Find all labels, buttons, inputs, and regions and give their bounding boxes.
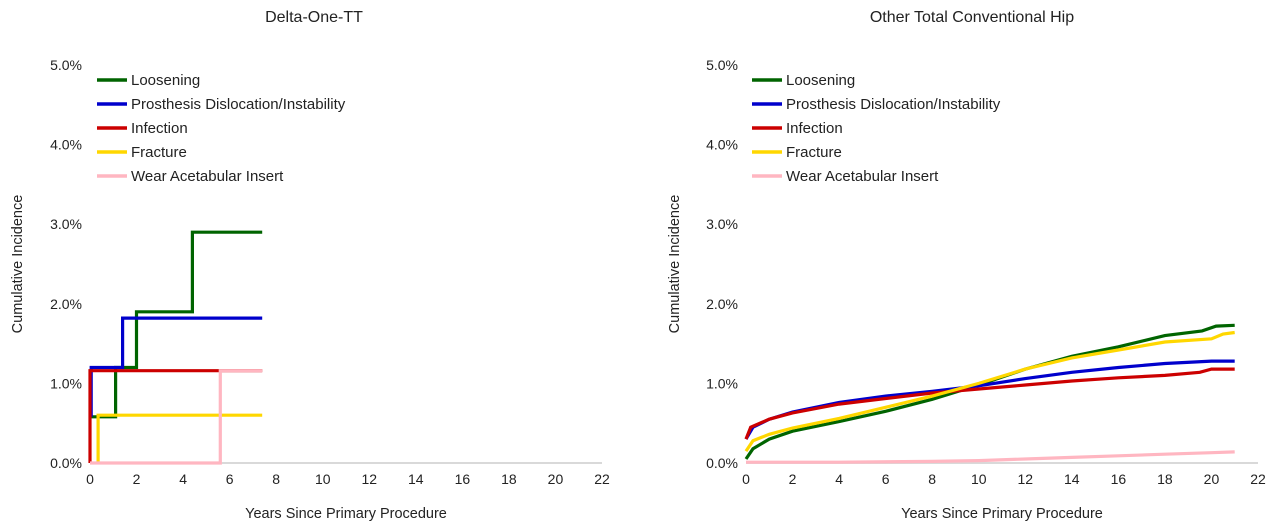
series-line-fracture bbox=[96, 413, 263, 463]
x-tick-label: 10 bbox=[315, 471, 331, 487]
y-axis-label: Cumulative Incidence bbox=[667, 195, 683, 334]
chart-panel-other-total-conventional-hip: Other Total Conventional Hip 0 2 4 6 8 10 12 14 1… bbox=[667, 9, 1266, 522]
x-tick-label: 6 bbox=[226, 471, 234, 487]
y-tick-label: 2.0% bbox=[706, 296, 738, 312]
legend-label-loosening: Loosening bbox=[131, 72, 200, 89]
series-line-loosening bbox=[90, 230, 263, 419]
x-tick-label: 20 bbox=[548, 471, 564, 487]
x-tick-label: 14 bbox=[408, 471, 424, 487]
legend-label-prosthesis-dislocation-instability: Prosthesis Dislocation/Instability bbox=[131, 96, 346, 113]
y-tick-label: 0.0% bbox=[50, 455, 82, 471]
y-tick-label: 4.0% bbox=[706, 137, 738, 153]
x-tick-label: 18 bbox=[1157, 471, 1173, 487]
y-tick-label: 1.0% bbox=[706, 375, 738, 391]
x-tick-label: 4 bbox=[835, 471, 843, 487]
legend-label-infection: Infection bbox=[131, 120, 188, 137]
chart-title: Delta-One-TT bbox=[265, 9, 363, 26]
y-tick-label: 4.0% bbox=[50, 137, 82, 153]
legend-label-wear-acetabular-insert: Wear Acetabular Insert bbox=[786, 168, 939, 185]
legend-label-fracture: Fracture bbox=[131, 144, 187, 161]
x-tick-label: 12 bbox=[1017, 471, 1033, 487]
x-tick-label: 14 bbox=[1064, 471, 1080, 487]
x-tick-label: 22 bbox=[594, 471, 610, 487]
x-tick-label: 2 bbox=[789, 471, 797, 487]
y-tick-label: 5.0% bbox=[706, 57, 738, 73]
y-tick-label: 3.0% bbox=[706, 216, 738, 232]
series-line-wear-acetabular-insert bbox=[746, 450, 1235, 464]
legend-label-infection: Infection bbox=[786, 120, 843, 137]
x-tick-label: 8 bbox=[272, 471, 280, 487]
legend-label-prosthesis-dislocation-instability: Prosthesis Dislocation/Instability bbox=[786, 96, 1001, 113]
x-tick-label: 6 bbox=[882, 471, 890, 487]
legend-label-wear-acetabular-insert: Wear Acetabular Insert bbox=[131, 168, 284, 185]
y-tick-label: 3.0% bbox=[50, 216, 82, 232]
series-line-infection bbox=[744, 367, 1235, 440]
series-line-prosthesis-dislocation-instability bbox=[744, 359, 1235, 440]
series-line-loosening bbox=[744, 323, 1235, 460]
x-tick-label: 16 bbox=[455, 471, 471, 487]
y-tick-label: 5.0% bbox=[50, 57, 82, 73]
chart-title: Other Total Conventional Hip bbox=[870, 9, 1074, 26]
x-tick-label: 0 bbox=[86, 471, 94, 487]
legend-label-loosening: Loosening bbox=[786, 72, 855, 89]
y-tick-label: 2.0% bbox=[50, 296, 82, 312]
x-tick-label: 0 bbox=[742, 471, 750, 487]
chart-panel-delta-one-tt: Delta-One-TT 0 2 4 6 8 10 12 14 16 18 20 22 0.0% 1.0% 2… bbox=[10, 9, 610, 522]
x-axis-label: Years Since Primary Procedure bbox=[245, 506, 447, 522]
x-tick-label: 4 bbox=[179, 471, 187, 487]
series-line-wear-acetabular-insert bbox=[90, 369, 263, 465]
x-tick-label: 12 bbox=[361, 471, 377, 487]
x-tick-label: 16 bbox=[1111, 471, 1127, 487]
legend-label-fracture: Fracture bbox=[786, 144, 842, 161]
x-tick-label: 10 bbox=[971, 471, 987, 487]
x-tick-label: 8 bbox=[928, 471, 936, 487]
series-line-infection bbox=[88, 369, 263, 463]
y-axis-label: Cumulative Incidence bbox=[10, 195, 26, 334]
x-tick-label: 22 bbox=[1250, 471, 1266, 487]
x-tick-label: 18 bbox=[501, 471, 517, 487]
y-tick-label: 1.0% bbox=[50, 375, 82, 391]
y-tick-label: 0.0% bbox=[706, 455, 738, 471]
x-tick-label: 20 bbox=[1204, 471, 1220, 487]
series-line-fracture bbox=[744, 330, 1235, 452]
x-tick-label: 2 bbox=[133, 471, 141, 487]
x-axis-label: Years Since Primary Procedure bbox=[901, 506, 1103, 522]
